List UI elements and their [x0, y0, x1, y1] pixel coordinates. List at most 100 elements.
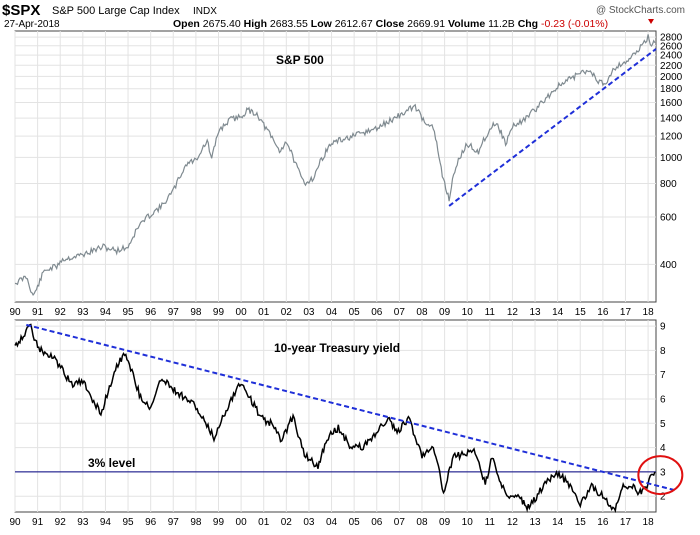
x-tick-label: 09	[439, 307, 451, 318]
x-axis-bottom: 90 91 92 93 94 95 96 97 98 99 00 01 02 03 04 05 06 07 08 09…	[9, 517, 654, 528]
quote-line: Open 2675.40 High 2683.55 Low 2612.67 Cl…	[173, 18, 608, 30]
sp500-price-line	[14, 34, 656, 296]
y-tick-label: 1600	[660, 98, 683, 109]
x-tick-label: 12	[507, 517, 519, 528]
y-tick-label: 2800	[660, 33, 683, 44]
symbol-label: $SPX	[2, 2, 40, 19]
high-value: 2683.55	[270, 18, 308, 30]
x-tick-label: 12	[507, 307, 519, 318]
x-tick-label: 98	[190, 307, 202, 318]
x-tick-label: 92	[55, 307, 67, 318]
x-axis-middle: 90 91 92 93 94 95 96 97 98 99 00 01 02 03 04 05 06 07 08 09…	[9, 307, 654, 318]
x-tick-label: 02	[281, 307, 293, 318]
x-tick-label: 03	[303, 307, 315, 318]
x-tick-label: 16	[597, 307, 609, 318]
x-tick-label: 02	[281, 517, 293, 528]
close-value: 2669.91	[407, 18, 445, 30]
x-tick-label: 14	[552, 517, 564, 528]
x-tick-label: 90	[9, 307, 21, 318]
x-tick-label: 04	[326, 517, 338, 528]
y-tick-label: 1200	[660, 132, 683, 143]
low-value: 2612.67	[335, 18, 373, 30]
y-tick-label: 2200	[660, 61, 683, 72]
x-tick-label: 06	[371, 307, 383, 318]
treasury-yield-line	[14, 323, 656, 514]
x-tick-label: 91	[32, 517, 44, 528]
x-tick-label: 90	[9, 517, 21, 528]
x-tick-label: 16	[597, 517, 609, 528]
x-tick-label: 92	[55, 517, 67, 528]
x-tick-label: 98	[190, 517, 202, 528]
y-tick-label: 1400	[660, 114, 683, 125]
x-tick-label: 15	[575, 517, 587, 528]
x-tick-label: 14	[552, 307, 564, 318]
x-tick-label: 11	[485, 517, 496, 528]
x-tick-label: 99	[213, 517, 225, 528]
volume-label: Volume	[448, 18, 485, 30]
x-tick-label: 01	[258, 307, 270, 318]
y-tick-label: 2600	[660, 41, 683, 52]
x-tick-label: 13	[529, 307, 541, 318]
y-tick-label: 8	[660, 346, 666, 357]
y-tick-label: 800	[660, 179, 677, 190]
x-tick-label: 97	[168, 517, 180, 528]
x-tick-label: 05	[349, 517, 361, 528]
y-tick-label: 5	[660, 419, 666, 430]
price-panel-title: S&P 500	[276, 53, 324, 67]
x-tick-label: 11	[485, 307, 496, 318]
y-tick-label: 2400	[660, 51, 683, 62]
yield-panel: 2 3 4 5 6 7 8 9 3% level 10-year Treasury yield	[14, 319, 684, 514]
chg-label: Chg	[518, 18, 538, 30]
x-tick-label: 06	[371, 517, 383, 528]
y-tick-label: 600	[660, 213, 677, 224]
x-tick-label: 15	[575, 307, 587, 318]
x-tick-label: 10	[462, 307, 474, 318]
index-name: S&P 500 Large Cap Index	[52, 5, 180, 17]
date-label: 27-Apr-2018	[4, 19, 60, 30]
price-y-axis: 400 600 800 1000 1200 1400 1600 180020002200240…	[660, 33, 683, 271]
yield-panel-title: 10-year Treasury yield	[274, 341, 400, 355]
y-tick-label: 7	[660, 370, 666, 381]
y-tick-label: 9	[660, 322, 666, 333]
x-tick-label: 17	[620, 307, 632, 318]
x-tick-label: 07	[394, 307, 406, 318]
x-tick-label: 93	[77, 517, 89, 528]
y-tick-label: 1800	[660, 84, 683, 95]
sp500-uptrend-line	[448, 48, 657, 207]
x-tick-label: 03	[303, 517, 315, 528]
y-tick-label: 400	[660, 260, 677, 271]
exchange-label: INDX	[193, 6, 217, 17]
x-tick-label: 18	[643, 517, 655, 528]
x-tick-label: 00	[236, 517, 248, 528]
breakout-highlight-circle	[637, 455, 684, 496]
low-label: Low	[311, 18, 333, 30]
x-tick-label: 95	[122, 307, 134, 318]
x-tick-label: 94	[100, 307, 112, 318]
high-label: High	[244, 18, 267, 30]
y-tick-label: 2	[660, 492, 666, 503]
open-label: Open	[173, 18, 200, 30]
x-tick-label: 00	[236, 307, 248, 318]
volume-value: 11.2B	[488, 18, 515, 30]
yield-y-axis: 2 3 4 5 6 7 8 9	[660, 322, 666, 503]
x-tick-label: 08	[416, 307, 428, 318]
three-percent-level-label: 3% level	[88, 456, 135, 470]
x-tick-label: 96	[145, 307, 157, 318]
down-arrow-icon	[648, 19, 654, 24]
x-tick-label: 09	[439, 517, 451, 528]
y-tick-label: 3	[660, 467, 666, 478]
x-tick-label: 99	[213, 307, 225, 318]
x-tick-label: 04	[326, 307, 338, 318]
chg-value: -0.23 (-0.01%)	[541, 18, 608, 30]
x-tick-label: 97	[168, 307, 180, 318]
x-tick-label: 05	[349, 307, 361, 318]
x-tick-label: 17	[620, 517, 632, 528]
x-tick-label: 01	[258, 517, 270, 528]
price-gridlines	[14, 31, 656, 302]
x-tick-label: 07	[394, 517, 406, 528]
y-tick-label: 4	[660, 443, 666, 454]
open-value: 2675.40	[203, 18, 241, 30]
x-tick-label: 93	[77, 307, 89, 318]
chart-header: $SPX S&P 500 Large Cap Index INDX @ Stoc…	[2, 2, 685, 30]
